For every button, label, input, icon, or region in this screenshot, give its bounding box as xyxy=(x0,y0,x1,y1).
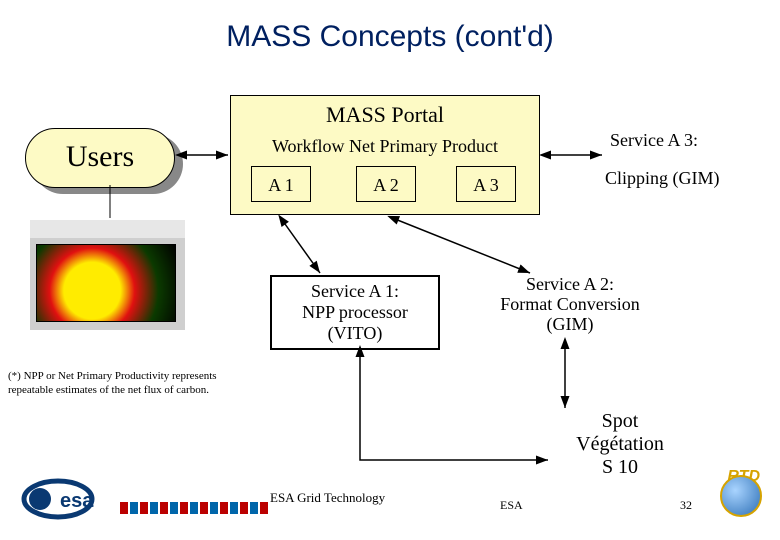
box-a2: A 2 xyxy=(356,166,416,202)
page-number: 32 xyxy=(680,498,692,513)
esa-logo: esa xyxy=(20,475,120,520)
svg-text:esa: esa xyxy=(60,490,94,512)
spot-line2: Végétation xyxy=(550,433,690,456)
spot-line3: S 10 xyxy=(550,456,690,479)
slide-title: MASS Concepts (cont'd) xyxy=(0,20,780,54)
service-a2-box: Service A 2: Format Conversion (GIM) xyxy=(480,275,660,334)
service-a2-line3: (GIM) xyxy=(480,315,660,335)
footer-right-label: ESA xyxy=(500,498,523,513)
service-a3-desc: Clipping (GIM) xyxy=(605,168,720,189)
map-thumbnail xyxy=(30,220,185,330)
flags-strip xyxy=(120,502,270,514)
service-a2-title: Service A 2: xyxy=(480,275,660,295)
service-a1-line3: (VITO) xyxy=(274,323,436,344)
globe-icon xyxy=(720,475,762,517)
spot-box: Spot Végétation S 10 xyxy=(550,410,690,479)
box-a3: A 3 xyxy=(456,166,516,202)
box-a1: A 1 xyxy=(251,166,311,202)
spot-line1: Spot xyxy=(550,410,690,433)
service-a1-line2: NPP processor xyxy=(274,302,436,323)
footnote: (*) NPP or Net Primary Productivity repr… xyxy=(8,370,228,398)
users-cloud: Users xyxy=(25,128,175,188)
service-a3-title: Service A 3: xyxy=(610,130,698,151)
service-a1-box: Service A 1: NPP processor (VITO) xyxy=(270,275,440,350)
portal-box: MASS Portal Workflow Net Primary Product… xyxy=(230,95,540,215)
service-a1-title: Service A 1: xyxy=(274,281,436,302)
service-a2-line2: Format Conversion xyxy=(480,295,660,315)
portal-subtitle: Workflow Net Primary Product xyxy=(231,136,539,157)
footer-center: ESA Grid Technology xyxy=(270,490,385,506)
portal-title: MASS Portal xyxy=(231,102,539,128)
users-node: Users xyxy=(25,120,185,200)
